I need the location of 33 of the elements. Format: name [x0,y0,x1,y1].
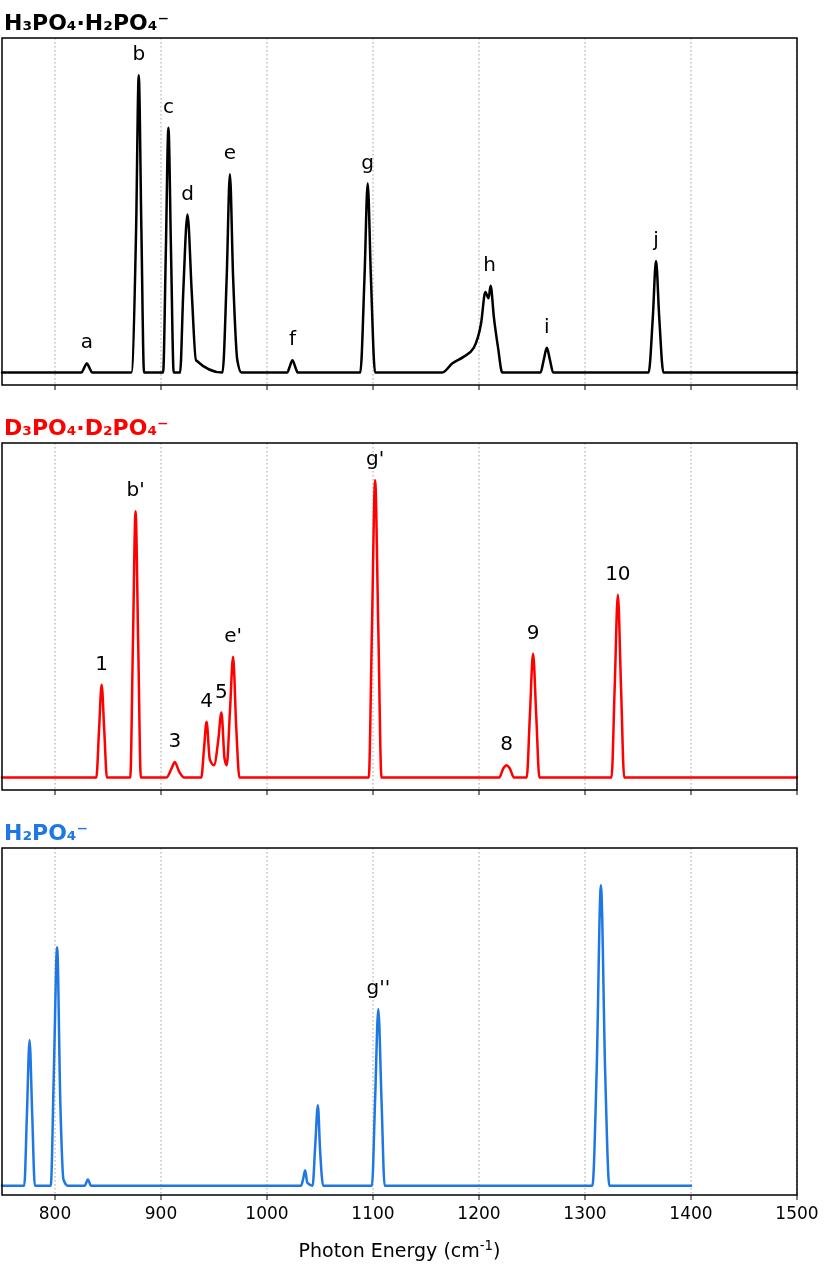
annotation: e' [224,622,242,647]
x-tick-label: 1100 [351,1203,395,1223]
x-tick-label: 900 [144,1203,178,1223]
annotation: i [544,313,550,338]
annotation: b' [126,477,145,502]
annotation: 5 [215,678,228,703]
x-tick-label: 800 [38,1203,72,1223]
annotation: 1 [95,650,109,675]
annotation: 4 [200,687,213,712]
annotation: c [162,93,174,118]
annotation: a [80,329,93,354]
chart-title: D₃PO₄·D₂PO₄⁻ [4,415,169,440]
annotation: j [652,227,659,252]
annotation: f [288,326,297,351]
x-axis-title: Photon Energy (cm$^{-1}$) [298,1237,501,1261]
chart-title: H₃PO₄·H₂PO₄⁻ [4,10,169,35]
annotation: b [132,41,146,66]
annotation: g' [366,446,385,471]
annotation: 9 [526,619,540,644]
annotation: 3 [168,728,182,753]
annotation: 8 [500,731,513,756]
chart-title: H₂PO₄⁻ [4,820,89,845]
x-tick-label: 1400 [669,1203,713,1223]
annotation: e [223,140,237,165]
x-tick-label: 1500 [775,1203,819,1223]
x-tick-label: 1300 [563,1203,607,1223]
x-tick-label: 1000 [245,1203,289,1223]
annotation: g'' [366,975,391,1000]
annotation: g [361,149,375,174]
annotation: d [181,180,194,205]
annotation: h [483,251,496,276]
x-tick-label: 1200 [457,1203,501,1223]
annotation: 10 [605,560,631,585]
